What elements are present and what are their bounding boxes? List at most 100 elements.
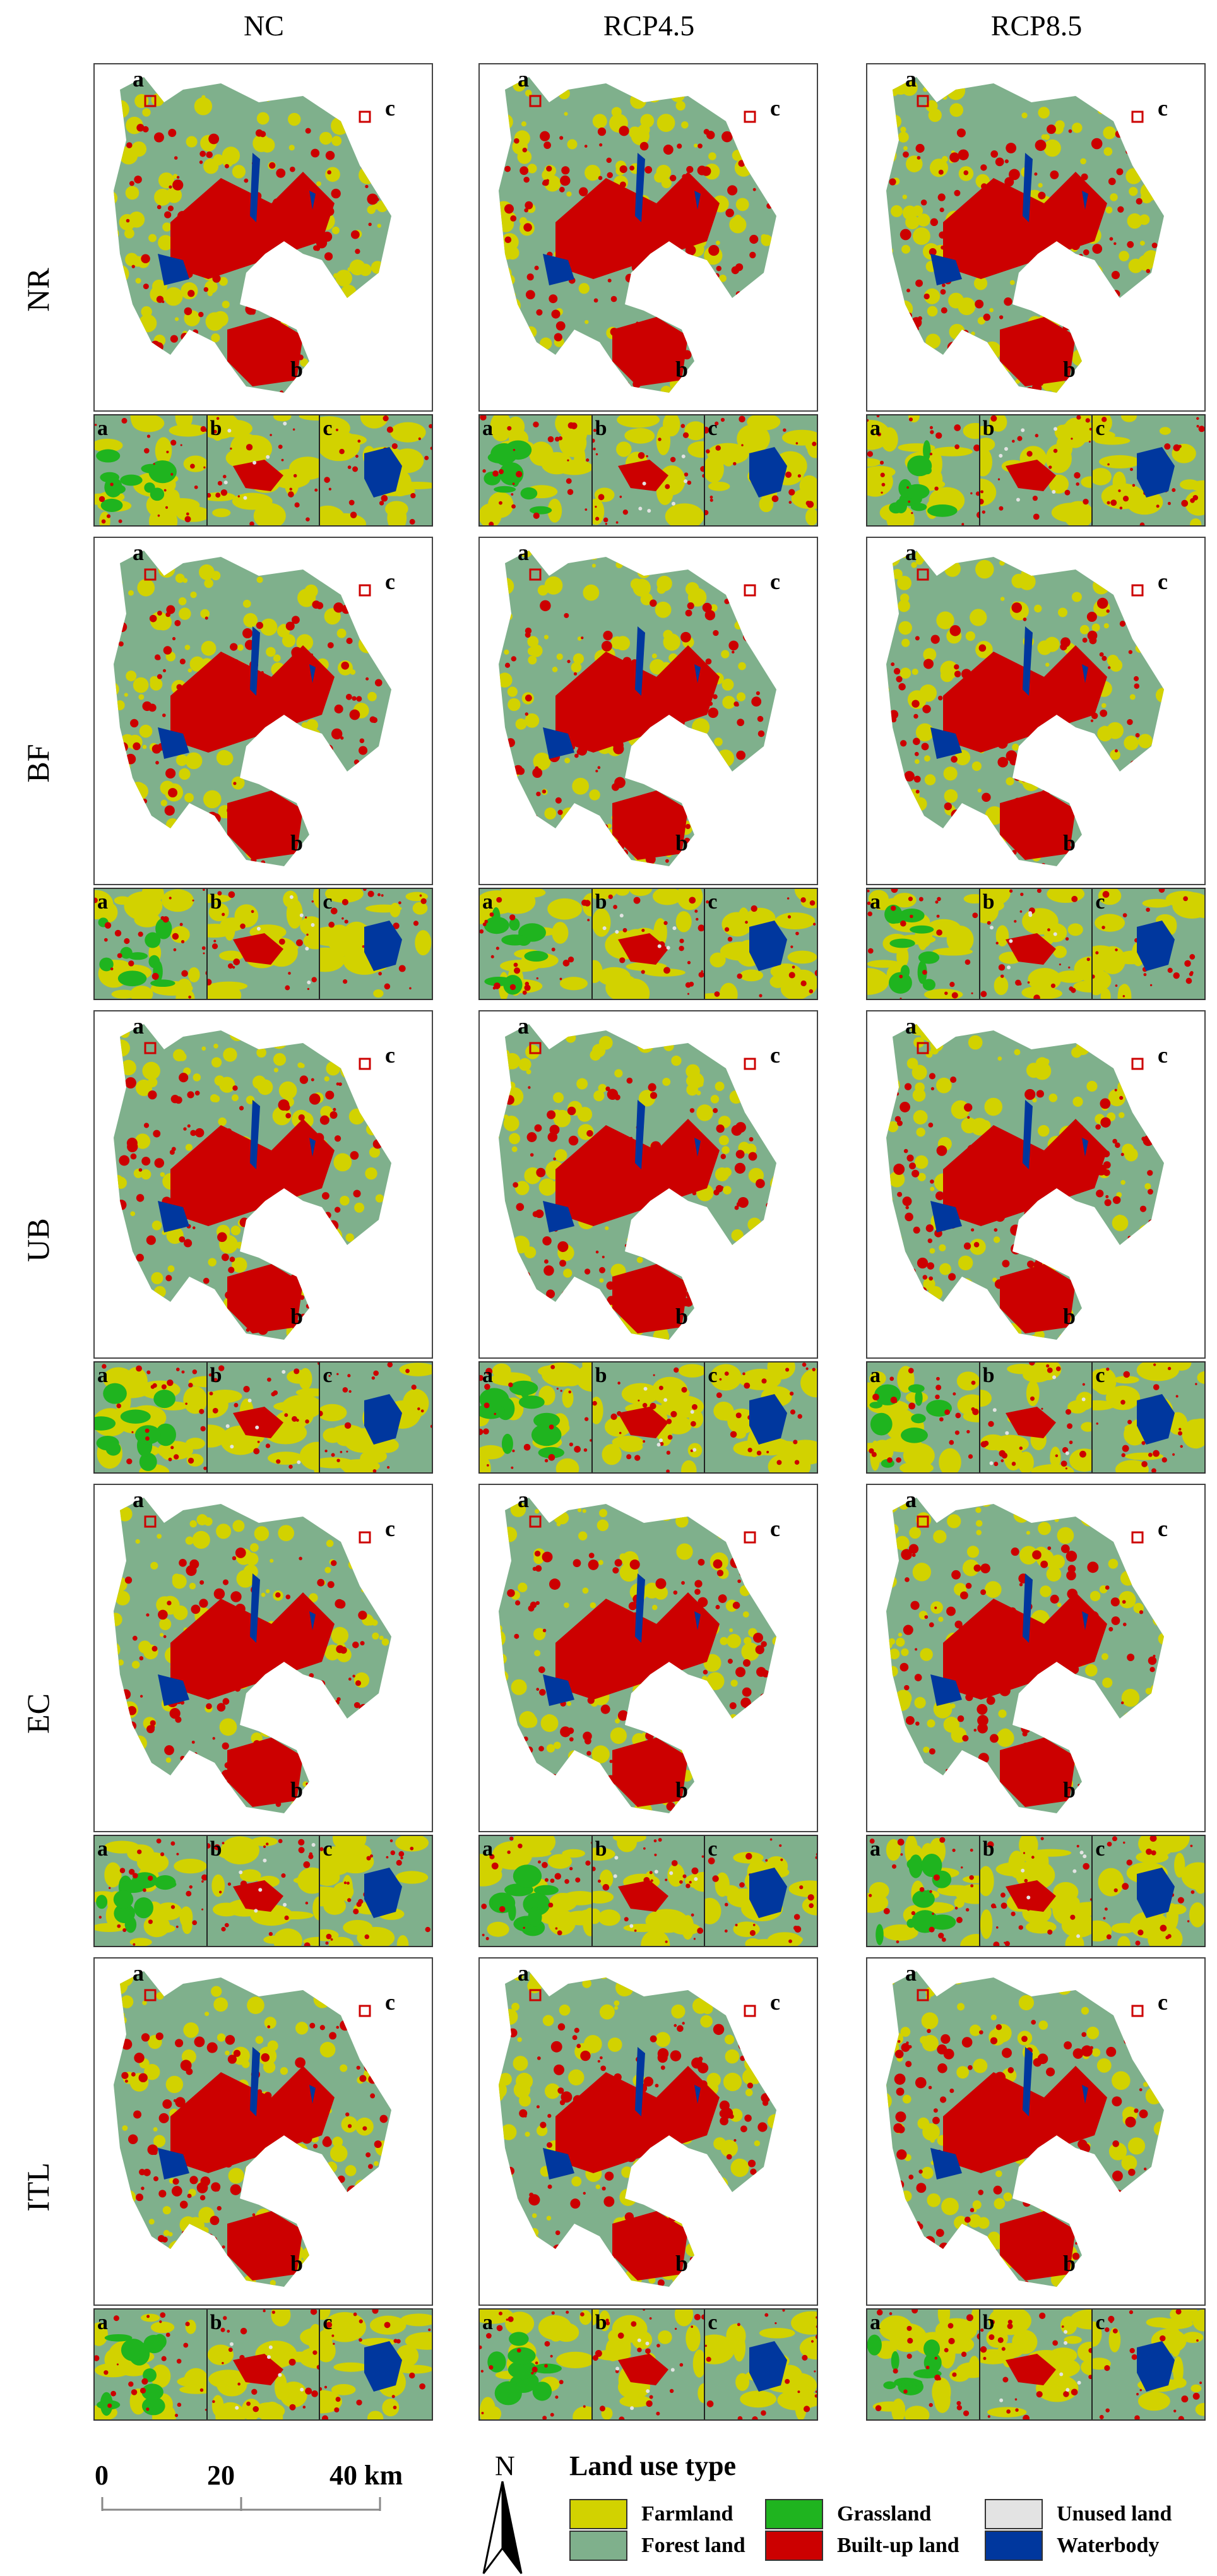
inset-strip-nr-rcp45: a b c	[478, 414, 818, 527]
inset-c: c	[705, 1363, 817, 1472]
site-label-c: c	[770, 1042, 780, 1068]
inset-label-c: c	[708, 2311, 717, 2335]
inset-a: a	[95, 1836, 208, 1946]
inset-label-a: a	[482, 2311, 493, 2335]
scale-tick-0: 0	[95, 2459, 109, 2491]
inset-label-c: c	[323, 2311, 332, 2335]
site-label-b: b	[290, 1303, 303, 1330]
site-label-c: c	[1158, 95, 1168, 121]
site-label-a: a	[905, 1013, 917, 1039]
inset-label-c: c	[1095, 890, 1105, 914]
inset-label-b: b	[983, 2311, 995, 2335]
legend-label-grassland: Grassland	[837, 2502, 931, 2526]
column-header-rcp85: RCP8.5	[866, 9, 1207, 42]
site-label-a: a	[133, 66, 144, 92]
inset-label-a: a	[97, 2311, 108, 2335]
site-label-b: b	[675, 1303, 688, 1330]
inset-b: b	[593, 1836, 706, 1946]
inset-label-c: c	[708, 890, 717, 914]
inset-a: a	[95, 1363, 208, 1472]
inset-label-a: a	[482, 890, 493, 914]
legend-swatch-waterbody	[985, 2531, 1043, 2561]
inset-label-a: a	[870, 1364, 881, 1388]
inset-b: b	[208, 1363, 321, 1472]
inset-a: a	[480, 415, 593, 525]
column-header-nc: NC	[93, 9, 434, 42]
legend-swatch-farmland	[569, 2499, 627, 2529]
site-label-c: c	[385, 1042, 395, 1068]
inset-label-c: c	[708, 417, 717, 441]
inset-a: a	[95, 2310, 208, 2419]
site-label-c: c	[385, 95, 395, 121]
legend-item-farmland: Farmland	[569, 2499, 733, 2529]
inset-b: b	[593, 1363, 706, 1472]
inset-b: b	[593, 889, 706, 999]
scale-tick-40: 40 km	[329, 2459, 403, 2491]
site-label-c: c	[1158, 1042, 1168, 1068]
inset-label-a: a	[97, 417, 108, 441]
inset-a: a	[480, 1836, 593, 1946]
legend-item-waterbody: Waterbody	[985, 2531, 1159, 2561]
inset-b: b	[980, 889, 1093, 999]
site-label-c: c	[385, 1989, 395, 2015]
inset-label-c: c	[1095, 417, 1105, 441]
inset-label-a: a	[482, 417, 493, 441]
inset-c: c	[320, 415, 432, 525]
site-label-a: a	[905, 1486, 917, 1513]
row-header-nr: NR	[20, 227, 56, 353]
site-label-b: b	[1063, 1777, 1076, 1803]
site-label-c: c	[1158, 1515, 1168, 1542]
inset-c: c	[1093, 2310, 1204, 2419]
inset-label-b: b	[595, 417, 607, 441]
inset-c: c	[705, 415, 817, 525]
inset-a: a	[480, 889, 593, 999]
inset-a: a	[867, 2310, 980, 2419]
inset-c: c	[705, 2310, 817, 2419]
row-header-ec: EC	[20, 1650, 56, 1777]
site-label-c: c	[385, 568, 395, 595]
inset-label-b: b	[210, 2311, 222, 2335]
site-label-b: b	[290, 830, 303, 856]
inset-label-a: a	[97, 1837, 108, 1861]
inset-label-a: a	[97, 890, 108, 914]
site-label-a: a	[133, 1486, 144, 1513]
inset-b: b	[593, 415, 706, 525]
site-label-b: b	[1063, 1303, 1076, 1330]
inset-label-a: a	[97, 1364, 108, 1388]
legend-item-grassland: Grassland	[765, 2499, 931, 2529]
legend-swatch-grassland	[765, 2499, 823, 2529]
legend-label-waterbody: Waterbody	[1057, 2534, 1159, 2558]
inset-b: b	[980, 1836, 1093, 1946]
inset-c: c	[1093, 1363, 1204, 1472]
site-label-a: a	[518, 1960, 529, 1986]
north-arrow-icon	[481, 2481, 525, 2576]
inset-label-c: c	[323, 1364, 332, 1388]
inset-label-c: c	[1095, 1837, 1105, 1861]
site-label-b: b	[290, 1777, 303, 1803]
inset-label-b: b	[210, 417, 222, 441]
site-label-c: c	[1158, 568, 1168, 595]
inset-a: a	[867, 889, 980, 999]
inset-label-b: b	[595, 1364, 607, 1388]
site-label-b: b	[1063, 830, 1076, 856]
inset-label-b: b	[983, 1364, 995, 1388]
legend-label-farmland: Farmland	[641, 2502, 733, 2526]
row-header-ub: UB	[20, 1177, 56, 1303]
site-label-a: a	[518, 66, 529, 92]
inset-b: b	[208, 2310, 321, 2419]
inset-label-b: b	[210, 1364, 222, 1388]
inset-c: c	[1093, 415, 1204, 525]
inset-label-a: a	[870, 890, 881, 914]
